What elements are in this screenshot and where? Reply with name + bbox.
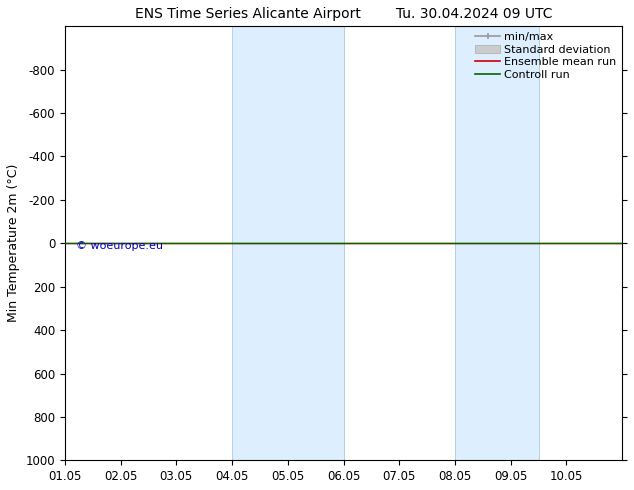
Legend: min/max, Standard deviation, Ensemble mean run, Controll run: min/max, Standard deviation, Ensemble me… (473, 29, 619, 82)
Y-axis label: Min Temperature 2m (°C): Min Temperature 2m (°C) (7, 164, 20, 322)
Title: ENS Time Series Alicante Airport        Tu. 30.04.2024 09 UTC: ENS Time Series Alicante Airport Tu. 30.… (135, 7, 552, 21)
Bar (455, 26, 539, 460)
Text: © woeurope.eu: © woeurope.eu (76, 241, 163, 251)
Bar (232, 26, 344, 460)
